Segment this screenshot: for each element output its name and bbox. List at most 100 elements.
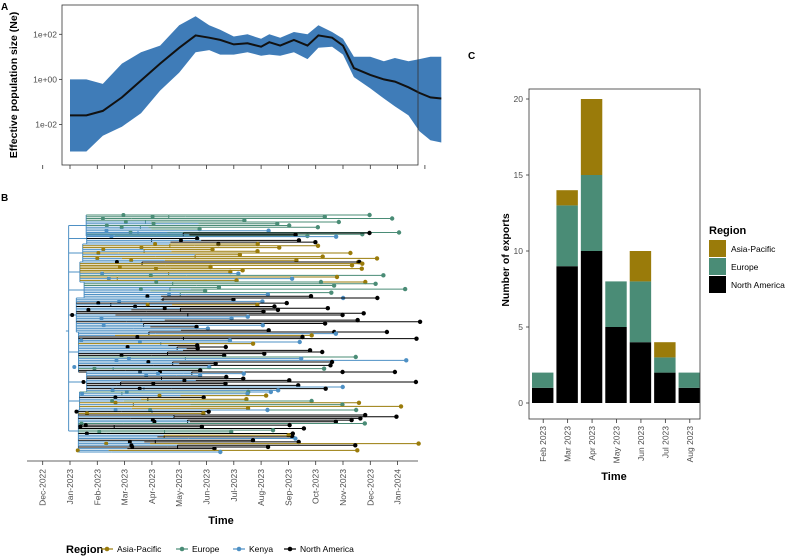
tree-tip-point	[245, 314, 250, 319]
tree-node-point	[117, 299, 122, 304]
tree-tip-point	[261, 309, 266, 314]
panel-b-legend: Region Asia-Pacific Europe Kenya North Amer…	[66, 544, 354, 556]
tree-node-point	[151, 381, 156, 386]
legend-entry-label: North America	[731, 280, 785, 290]
tree-node-point	[101, 323, 106, 328]
tree-tip-point	[333, 234, 339, 239]
panel-c: C Number of exports 0 5 10 15 20 Feb 2023 Mar…	[468, 51, 785, 483]
tree-node-point	[167, 292, 172, 297]
bar-europe	[654, 357, 676, 373]
tree-tip-point	[223, 381, 228, 386]
panel-b-tree	[65, 212, 423, 455]
tree-tip-point	[296, 383, 301, 388]
tree-node-point	[162, 306, 167, 311]
panel-a-y-tick-label: 1e-02	[35, 119, 57, 129]
legend-entry-label: Asia-Pacific	[117, 544, 162, 554]
legend-key-point	[236, 546, 242, 552]
tree-node-point	[156, 371, 161, 376]
tree-tip-point	[309, 398, 314, 404]
panel-c-label: C	[468, 51, 475, 62]
tree-node-point	[138, 287, 143, 292]
tree-tip-point	[242, 218, 247, 223]
tree-node-point	[114, 260, 119, 264]
panel-c-plot	[532, 99, 700, 403]
tree-node-point	[95, 256, 100, 261]
tree-node-point	[182, 378, 187, 383]
tree-node-point	[157, 393, 162, 398]
tree-tip-point	[355, 448, 360, 453]
tree-tip-point	[213, 361, 218, 366]
panel-c-legend: Region Asia-Pacific Europe North America	[709, 225, 785, 293]
tree-node-point	[101, 247, 106, 252]
tree-node-point	[113, 400, 118, 405]
tree-tip-point	[340, 312, 345, 318]
tree-tip-point	[309, 333, 314, 338]
panel-b-x-tick-label: Jul-2023	[229, 469, 239, 502]
tree-tip-point	[223, 344, 228, 350]
tree-tip-point	[266, 228, 271, 233]
panel-a: A Effective population size (Ne) 1e+021e…	[1, 2, 442, 169]
tree-tip-point	[356, 400, 362, 405]
panel-b-x-tick-label: Jun-2023	[202, 469, 212, 505]
tree-tip-point	[367, 212, 372, 218]
tree-tip-point	[363, 279, 368, 285]
tree-node-point	[80, 391, 85, 396]
tree-node-point	[119, 225, 124, 230]
panel-b: B Dec-2022 Jan-2023 Feb-2023 Mar-2023 Apr-20…	[1, 193, 423, 556]
tree-tip-point	[241, 371, 246, 376]
tree-tip-point	[263, 393, 269, 398]
tree-tip-point	[241, 376, 246, 381]
panel-b-x-tick-label: Dec-2022	[38, 469, 48, 506]
tree-tip-point	[307, 348, 313, 353]
tree-tip-point	[396, 230, 402, 235]
tree-tip-point	[218, 449, 223, 455]
bar-north-america	[532, 387, 554, 403]
tree-node-point	[137, 386, 142, 391]
legend-entry-label: Kenya	[249, 544, 273, 554]
panel-a-plot	[70, 16, 442, 152]
tree-node-point	[144, 373, 149, 378]
tree-tip-point	[360, 261, 365, 266]
tree-tip-point	[194, 324, 199, 330]
tree-tip-point	[212, 446, 217, 451]
tree-tip-point	[287, 422, 292, 428]
tree-tip-point	[277, 245, 282, 250]
tree-node-point	[84, 411, 89, 416]
bar-north-america	[605, 327, 627, 403]
tree-tip-point	[322, 321, 328, 326]
panel-c-x-tick-label: Aug 2023	[685, 426, 695, 463]
panel-c-x-tick-label: Jul 2023	[660, 426, 670, 458]
tree-node-point	[139, 245, 144, 250]
tree-tip-point	[333, 419, 339, 424]
tree-tip-point	[389, 216, 395, 221]
tree-tip-point	[195, 343, 200, 348]
ne-credible-ribbon	[70, 16, 442, 152]
tree-tip-point	[275, 307, 281, 313]
bar-europe	[556, 205, 578, 267]
tree-tip-point	[231, 297, 236, 302]
tree-node-point	[75, 448, 80, 453]
tree-tip-point	[355, 317, 360, 323]
legend-entry-label: North America	[300, 544, 354, 554]
tree-node-point	[104, 228, 109, 233]
tree-tip-point	[416, 441, 421, 446]
bar-asia-pacific	[629, 251, 652, 282]
tree-tip-point	[320, 349, 325, 355]
panel-c-x-tick-label: Mar 2023	[563, 426, 573, 462]
legend-entry-label: Europe	[192, 544, 220, 554]
panel-b-x-tick-label: May-2023	[174, 469, 184, 507]
tree-tip-point	[353, 354, 358, 360]
panel-b-legend-title: Region	[66, 544, 104, 556]
tree-node-point	[125, 345, 130, 349]
tree-tip-point	[240, 268, 245, 273]
tree-node-point	[117, 265, 122, 269]
tree-tip-point	[206, 364, 212, 370]
tree-node-point	[154, 280, 159, 284]
tree-tip-point	[321, 366, 327, 371]
tree-tip-point	[293, 436, 298, 441]
tree-node-point	[110, 388, 115, 393]
tree-tip-point	[318, 279, 324, 285]
tree-tip-point	[353, 407, 359, 413]
tree-tip-point	[290, 431, 295, 436]
